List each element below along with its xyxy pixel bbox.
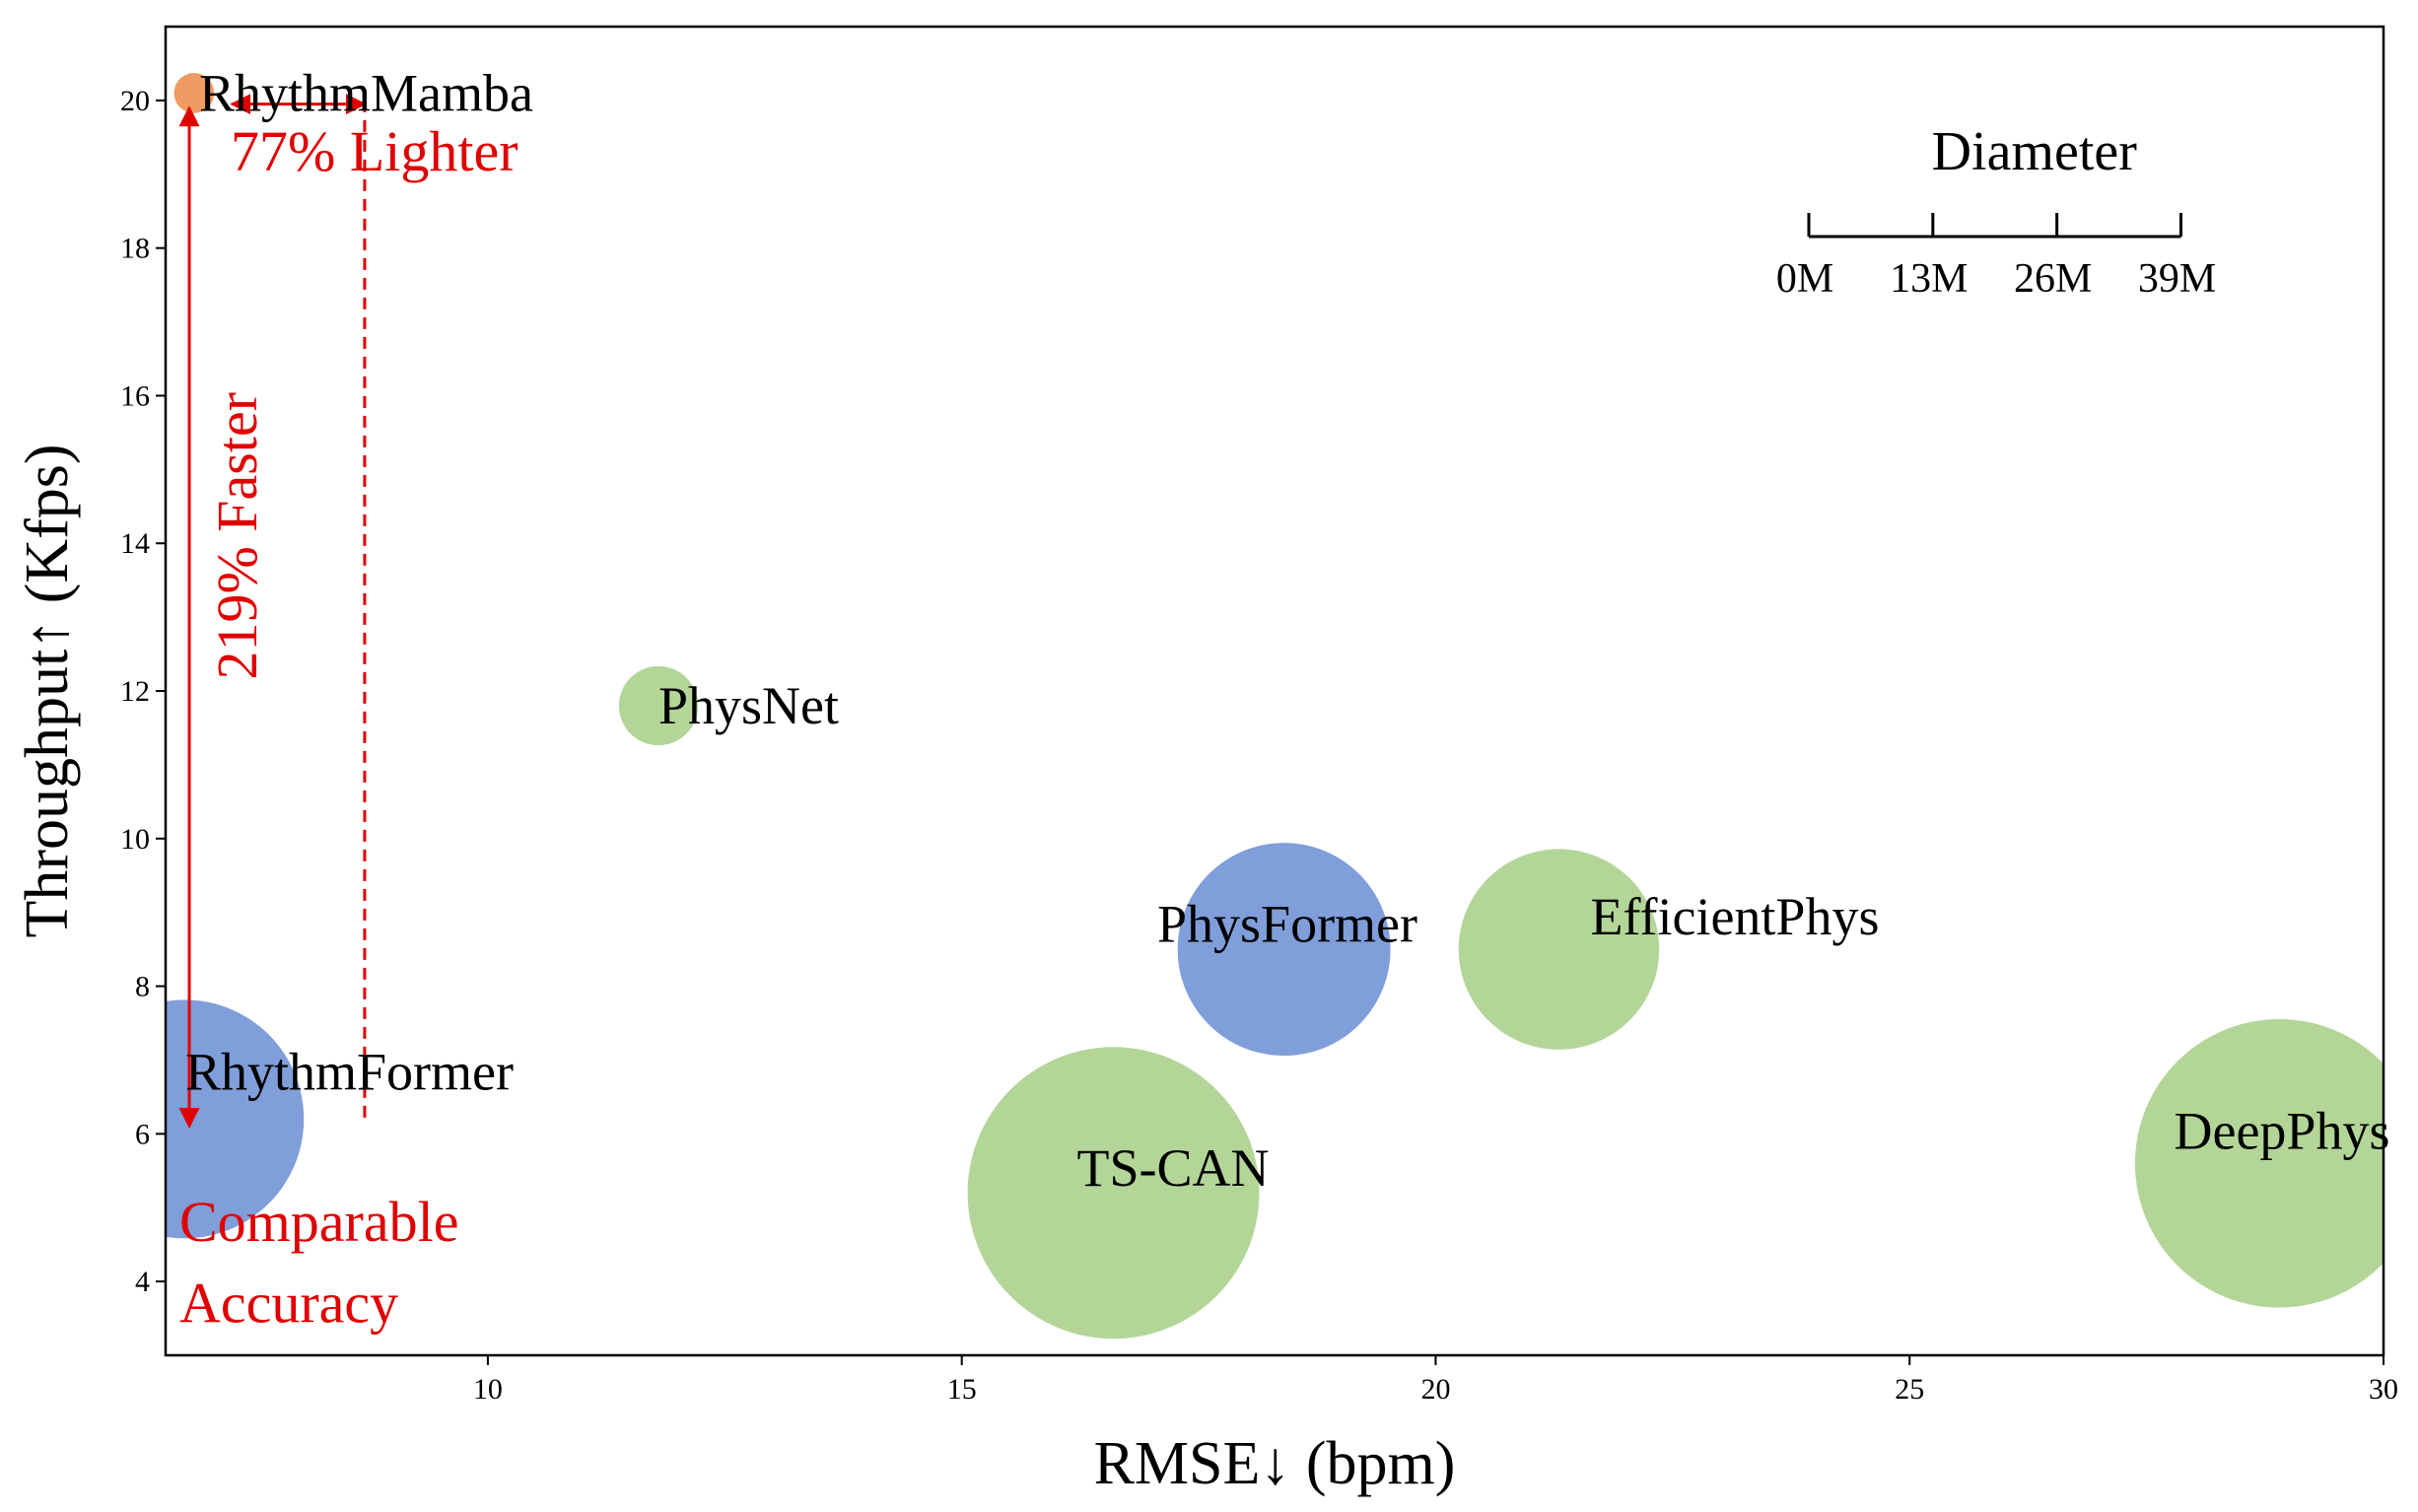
bubbles-layer xyxy=(166,73,2383,1340)
y-tick-label: 4 xyxy=(135,1266,150,1298)
y-tick-label: 12 xyxy=(120,675,150,708)
bubble-label-rhythmformer: RhythmFormer xyxy=(185,1042,514,1101)
bubble-label-efficientphys: EfficientPhys xyxy=(1591,887,1880,946)
bubble-label-deepphys: DeepPhys xyxy=(2175,1101,2390,1160)
x-tick-label: 15 xyxy=(947,1373,977,1406)
bubble-rhythmformer xyxy=(166,999,305,1239)
annotations-layer: 77% Lighter 219% Faster Comparable Accuracy xyxy=(178,94,518,1335)
bubble-label-physnet: PhysNet xyxy=(658,676,839,735)
size-legend-tick-label: 39M xyxy=(2138,256,2216,302)
size-legend-tick-label: 13M xyxy=(1890,256,1968,302)
y-tick-label: 16 xyxy=(120,379,150,412)
bubble-deepphys xyxy=(2134,1019,2383,1308)
bubble-physformer xyxy=(1174,840,1394,1060)
bubble-efficientphys xyxy=(1458,849,1660,1050)
x-tick-label: 30 xyxy=(2369,1373,2398,1406)
x-tick-label: 20 xyxy=(1420,1373,1450,1406)
x-tick-label: 10 xyxy=(473,1373,503,1406)
accuracy-annotation-line1: Comparable xyxy=(179,1190,458,1254)
size-legend-tick-label: 26M xyxy=(2014,256,2092,302)
y-tick-label: 6 xyxy=(135,1118,150,1150)
bubble-ts-can xyxy=(967,1047,1260,1340)
x-axis: 10 15 20 25 30 xyxy=(473,1355,2398,1406)
accuracy-annotation-line2: Accuracy xyxy=(179,1271,398,1335)
size-legend-title: Diameter xyxy=(1932,121,2138,182)
faster-annotation: 219% Faster xyxy=(205,392,269,680)
y-axis: 4 6 8 10 12 14 16 18 20 xyxy=(120,85,166,1298)
y-tick-label: 8 xyxy=(135,971,150,1003)
size-legend: 0M 13M 26M 39M Diameter xyxy=(1776,121,2216,302)
bubble-label-ts-can: TS-CAN xyxy=(1076,1138,1269,1198)
y-tick-label: 20 xyxy=(120,85,150,117)
bubble-rhythmmamba xyxy=(173,73,215,113)
y-tick-label: 18 xyxy=(120,233,150,265)
lighter-annotation: 77% Lighter xyxy=(231,119,518,183)
bubble-physnet xyxy=(618,665,699,746)
x-tick-label: 25 xyxy=(1895,1373,1924,1406)
x-axis-title: RMSE↓ (bpm) xyxy=(1094,1430,1456,1497)
size-legend-tick-label: 0M xyxy=(1776,256,1833,302)
bubble-labels-layer: RhythmMamba PhysNet RhythmFormer TS-CAN Effi… xyxy=(185,63,2389,1197)
plot-frame xyxy=(164,25,2385,1357)
y-tick-label: 10 xyxy=(120,823,150,856)
bubble-label-rhythmmamba: RhythmMamba xyxy=(199,63,533,122)
y-axis-title: Throughput↑ (Kfps) xyxy=(14,444,81,937)
y-tick-label: 14 xyxy=(120,527,150,560)
bubble-label-physformer: PhysFormer xyxy=(1157,895,1417,954)
